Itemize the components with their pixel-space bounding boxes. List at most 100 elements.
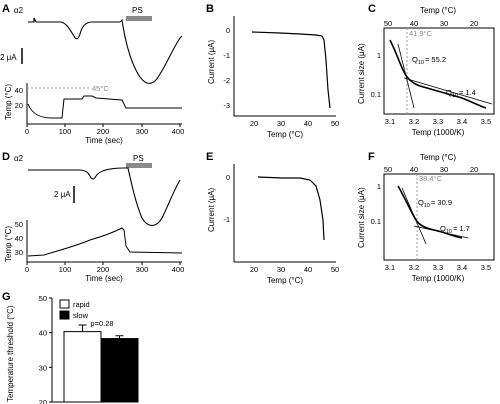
x-tick-b-3: 50 [331,119,339,128]
temp-tick-d-2: 30 [15,248,23,257]
arrhenius-trace-f [397,185,463,239]
panel-a: A α2 PS 2 μA Temp (°C) 40 20 45°C 0 100 … [0,3,184,145]
y-tick-g-0: 50 [39,294,47,303]
fit-line-low-c [403,77,493,105]
ps-bar-d [126,163,152,168]
x-tick-a-2: 200 [97,127,110,136]
x-tick-f-0: 3.1 [385,263,395,272]
x-tick-f-1: 3.2 [409,263,419,272]
y-tick-c-0: 1 [377,51,381,60]
x-tick-e-2: 40 [304,265,312,274]
y-tick-f-0: 1 [377,182,381,191]
p-value-g: p=0.28 [90,319,113,328]
temp-trace-a [27,95,182,119]
x-tick-a-1: 100 [59,127,72,136]
q10-high-c: Q10= 55.2 [412,55,446,66]
x-axis-label-a: Time (sec) [85,136,123,145]
legend-label-slow: slow [73,311,89,320]
plot-frame-f [383,173,495,261]
scale-bar-label-d: 2 μA [54,190,71,199]
arrhenius-trace-c [389,39,487,109]
plot-frame-c [383,27,495,115]
temp-axis-label-a: Temp (°C) [4,84,13,120]
q10-high-f: Q10= 30.9 [418,198,452,209]
x-tick-e-1: 30 [277,265,285,274]
ps-bar-a [126,16,152,21]
x-tick-a-0: 0 [25,127,29,136]
scale-bar-label-a: 2 μA [0,53,17,62]
y-tick-b-2: -2 [223,76,230,85]
y-tick-e-0: 0 [226,173,230,182]
error-bar-slow [115,335,124,339]
current-temp-trace-e [257,176,325,241]
trace-label-a: α2 [14,6,24,15]
panel-g: G Temperature threshold (°C) 50 40 30 20 p=… [2,291,139,404]
trace-label-d: α2 [14,154,24,163]
x-tick-c-2: 3.3 [433,117,443,126]
threshold-label-a: 45°C [92,84,109,93]
top-axis-label-c: Temp (°C) [420,6,456,15]
panel-f: F Temp (°C) 50 40 30 20 38.4°C Q10= 30.9… [357,151,495,283]
x-tick-e-3: 50 [331,265,339,274]
y-tick-c-1: 0.1 [371,90,381,99]
fit-line-high-f [401,187,427,245]
x-tick-a-3: 300 [136,127,149,136]
x-axis-label-c: Temp (1000/K) [412,128,465,137]
panel-letter-e: E [206,151,213,163]
legend-swatch-slow [59,310,70,320]
x-tick-c-3: 3.4 [457,117,467,126]
legend-label-rapid: rapid [73,300,90,309]
y-tick-g-2: 30 [39,363,47,372]
y-tick-b-1: -1 [223,51,230,60]
x-ticks-d [26,262,181,265]
current-temp-trace-b [251,31,331,109]
error-bar-rapid [78,324,87,332]
top-tick-f-0: 50 [384,165,392,174]
x-tick-f-4: 3.5 [481,263,491,272]
bars-g [63,324,139,403]
top-tick-c-2: 30 [440,19,448,28]
threshold-label-f: 38.4°C [419,174,443,183]
x-tick-d-3: 300 [136,265,149,274]
y-ticks-g: 50 40 30 20 [39,294,52,404]
temp-trace-d [27,227,183,257]
y-axis-label-c: Current size (μA) [357,43,366,104]
x-tick-e-0: 20 [250,265,258,274]
threshold-label-c: 41.9°C [409,29,433,38]
x-tick-d-1: 100 [59,265,72,274]
top-tick-f-2: 30 [440,165,448,174]
x-tick-c-0: 3.1 [385,117,395,126]
x-tick-d-4: 400 [172,265,185,274]
x-tick-b-2: 40 [304,119,312,128]
panel-letter-c: C [368,3,376,15]
panel-e: E Current (μA) 0 -1 20 30 40 50 Temp (°C… [206,151,339,285]
bar-rapid [63,331,102,403]
top-tick-f-1: 40 [410,165,418,174]
x-ticks-a [26,124,181,127]
current-trace-a [28,17,183,84]
panel-d: D α2 PS 2 μA Temp (°C) 50 40 30 0 100 20… [2,151,184,283]
top-tick-f-3: 20 [470,165,478,174]
y-tick-b-3: -3 [223,101,230,110]
top-tick-c-1: 40 [410,19,418,28]
panel-letter-g: G [2,291,11,303]
x-axis-label-b: Temp (°C) [267,130,303,139]
x-tick-d-2: 200 [97,265,110,274]
y-axis-label-b: Current (μA) [207,39,216,84]
legend-swatch-rapid [59,299,70,309]
y-tick-e-1: -1 [223,215,230,224]
panel-letter-a: A [2,3,10,15]
y-tick-f-1: 0.1 [371,217,381,226]
panel-letter-d: D [2,151,10,163]
x-tick-f-3: 3.4 [457,263,467,272]
temp-tick-d-0: 50 [15,220,23,229]
x-tick-d-0: 0 [25,265,29,274]
x-axis-label-e: Temp (°C) [267,276,303,285]
temp-tick-a-1: 20 [15,101,23,110]
y-tick-g-3: 20 [39,398,47,404]
fit-line-high-c [397,43,415,109]
top-axis-label-f: Temp (°C) [420,153,456,162]
temp-axis-label-d: Temp (°C) [4,226,13,262]
